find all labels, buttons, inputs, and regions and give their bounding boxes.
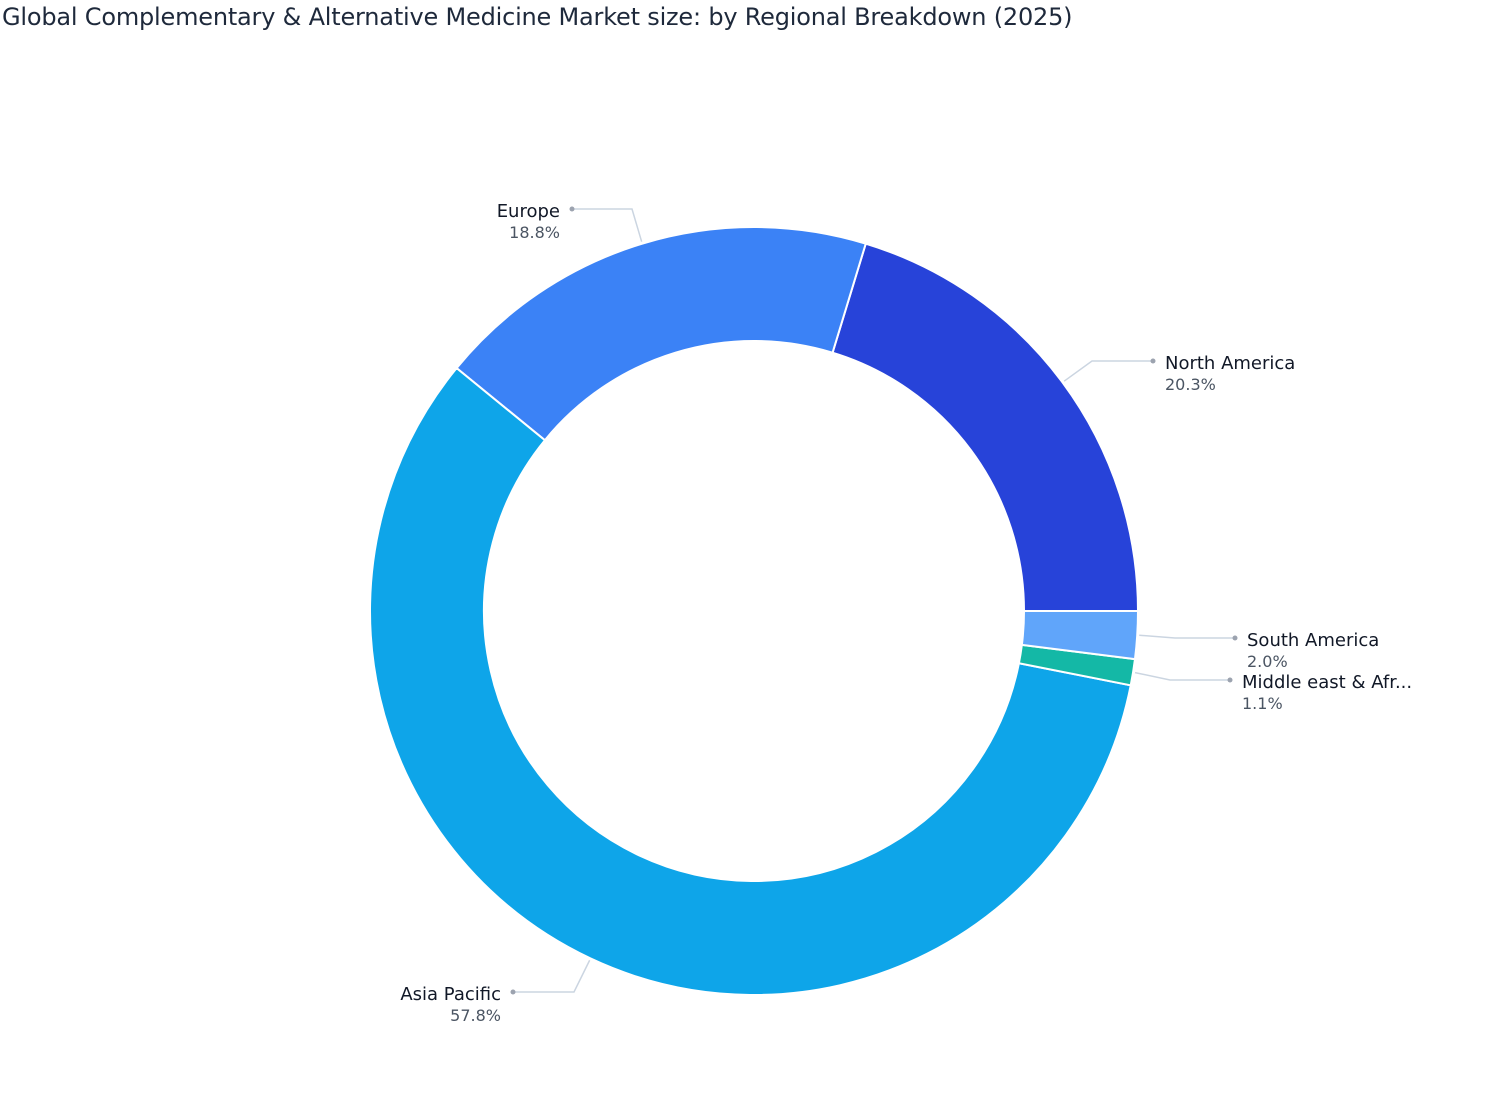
label-value: 18.8%	[509, 223, 560, 242]
leader-line	[1063, 360, 1153, 382]
slice-asia-pacific[interactable]	[369, 366, 1132, 996]
leader-line	[1139, 634, 1235, 639]
leader-dot	[569, 206, 575, 212]
label-name: Asia Pacific	[400, 984, 501, 1005]
leader-dot	[1150, 358, 1156, 364]
label-name: North America	[1165, 353, 1295, 374]
label-name: South America	[1247, 630, 1379, 651]
label-name: Middle east & Afr...	[1242, 672, 1412, 693]
label-value: 57.8%	[450, 1006, 501, 1025]
label-value: 20.3%	[1165, 375, 1216, 394]
leader-line	[513, 959, 591, 993]
leader-line	[1134, 671, 1230, 681]
label-value: 1.1%	[1242, 694, 1283, 713]
label-name: Europe	[497, 201, 560, 222]
slice-north-america[interactable]	[831, 242, 1140, 612]
leader-dot	[1227, 677, 1233, 683]
leader-dot	[510, 989, 516, 995]
chart-title: Global Complementary & Alternative Medic…	[2, 3, 1073, 31]
slice-south-america[interactable]	[1020, 610, 1140, 661]
label-middle-east-africa: Middle east & Afr...1.1%	[1134, 671, 1412, 713]
leader-line	[572, 208, 643, 242]
label-value: 2.0%	[1247, 652, 1288, 671]
leader-dot	[1232, 635, 1238, 641]
slice-europe[interactable]	[455, 226, 868, 442]
